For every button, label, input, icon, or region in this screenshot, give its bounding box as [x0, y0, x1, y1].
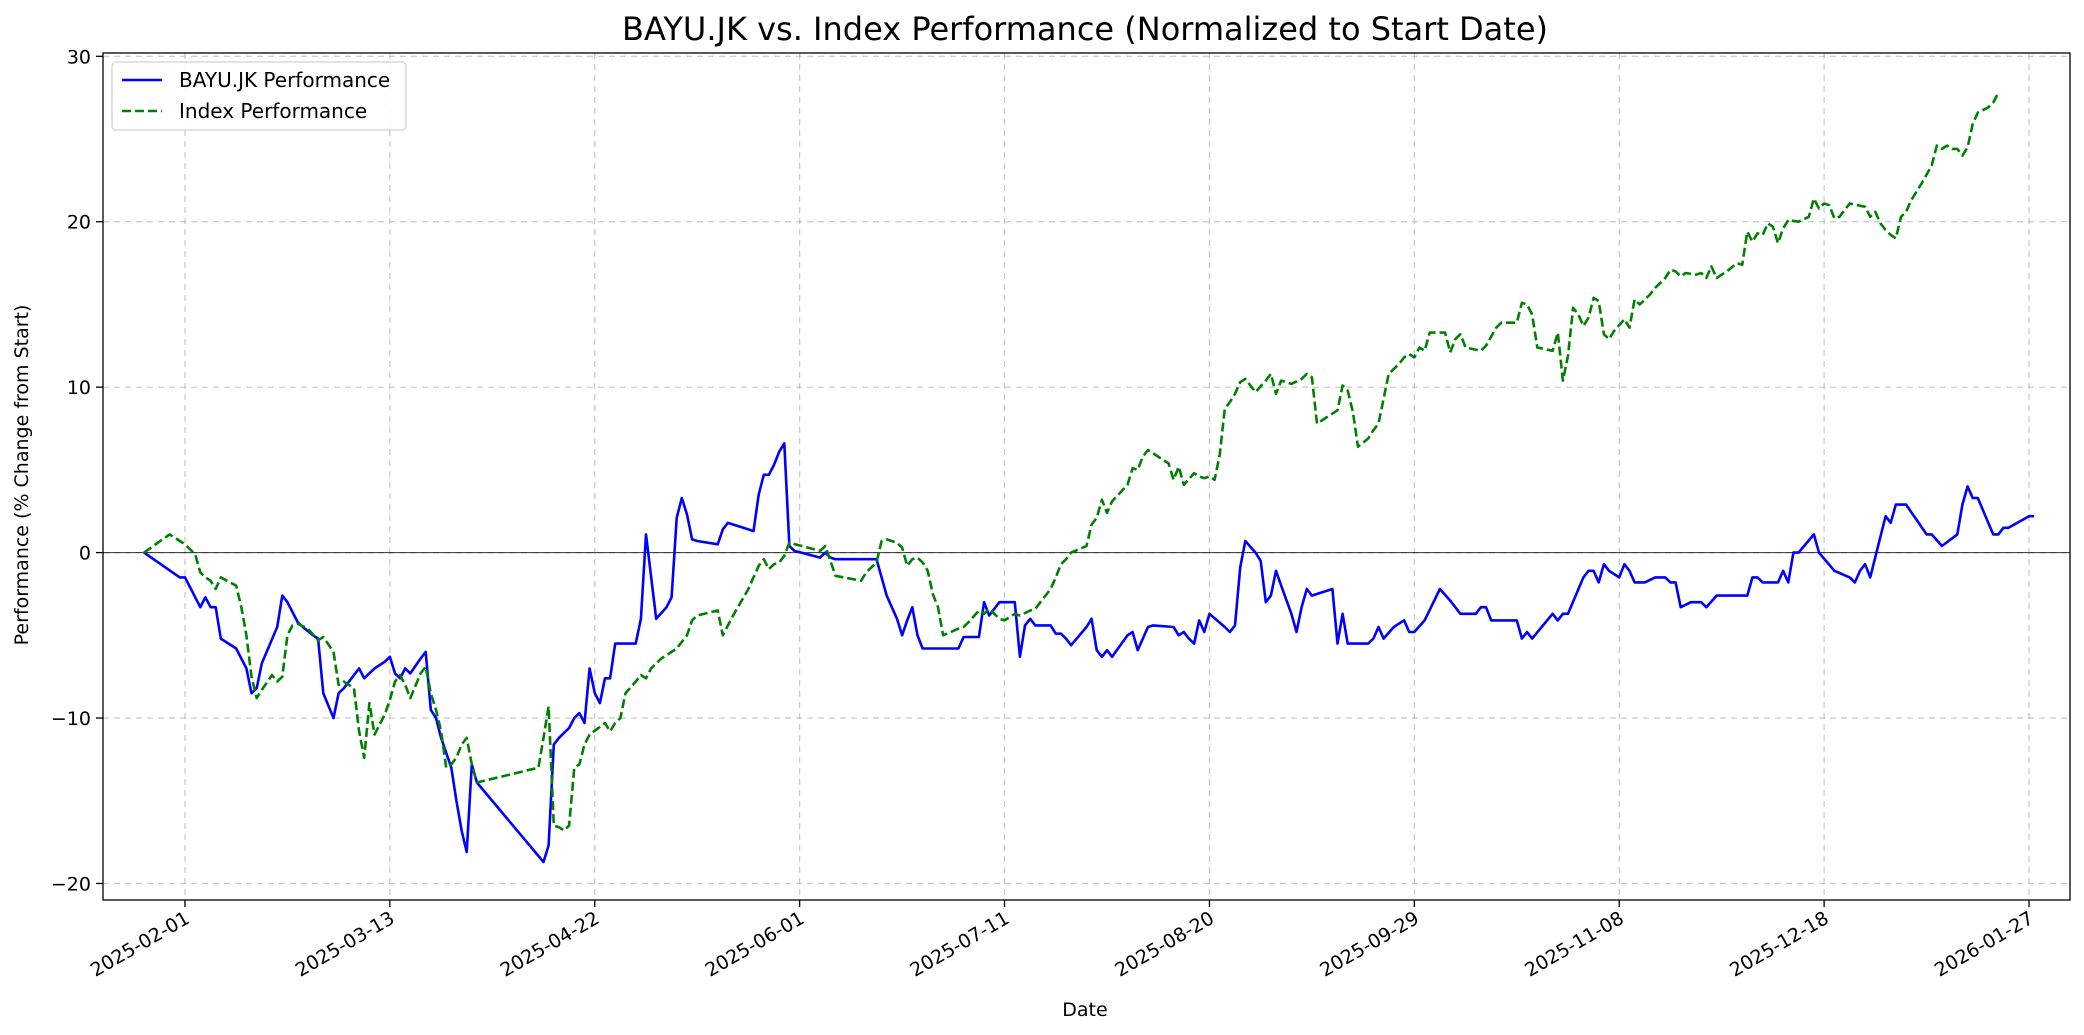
legend-label: Index Performance	[179, 99, 367, 123]
y-tick-label: 30	[67, 46, 91, 68]
x-tick-label: 2025-03-13	[292, 907, 399, 981]
x-tick-label: 2025-09-29	[1316, 907, 1423, 981]
x-tick-label: 2025-04-22	[497, 907, 604, 981]
chart-title: BAYU.JK vs. Index Performance (Normalize…	[622, 10, 1548, 48]
x-tick-label: 2025-07-11	[906, 907, 1013, 981]
x-axis: 2025-02-01 2025-03-13 2025-04-22 2025-06-01…	[87, 900, 2038, 982]
y-tick-label: −10	[51, 708, 91, 730]
index-performance-line	[143, 92, 2000, 832]
x-tick-label: 2025-11-08	[1521, 907, 1628, 981]
x-tick-label: 2025-02-01	[87, 907, 194, 981]
grid-lines	[103, 53, 2070, 900]
y-axis: −20 −10 0 10 20 30	[51, 46, 103, 895]
bayu-performance-line	[143, 442, 2035, 864]
y-tick-label: 20	[67, 212, 91, 234]
x-tick-label: 2025-06-01	[702, 907, 809, 981]
y-tick-label: −20	[51, 873, 91, 895]
legend-box	[111, 61, 407, 131]
series-layer	[143, 92, 2035, 864]
x-axis-label: Date	[1062, 999, 1107, 1021]
x-tick-label: 2025-12-18	[1726, 907, 1833, 981]
x-tick-label: 2025-08-20	[1111, 907, 1218, 981]
y-tick-label: 10	[67, 377, 91, 399]
y-tick-label: 0	[79, 543, 91, 565]
legend-label: BAYU.JK Performance	[179, 68, 390, 92]
plot-frame	[102, 52, 2071, 901]
x-tick-label: 2026-01-27	[1931, 907, 2038, 981]
legend: BAYU.JK Performance Index Performance	[111, 61, 407, 131]
y-axis-label: Performance (% Change from Start)	[11, 305, 33, 646]
